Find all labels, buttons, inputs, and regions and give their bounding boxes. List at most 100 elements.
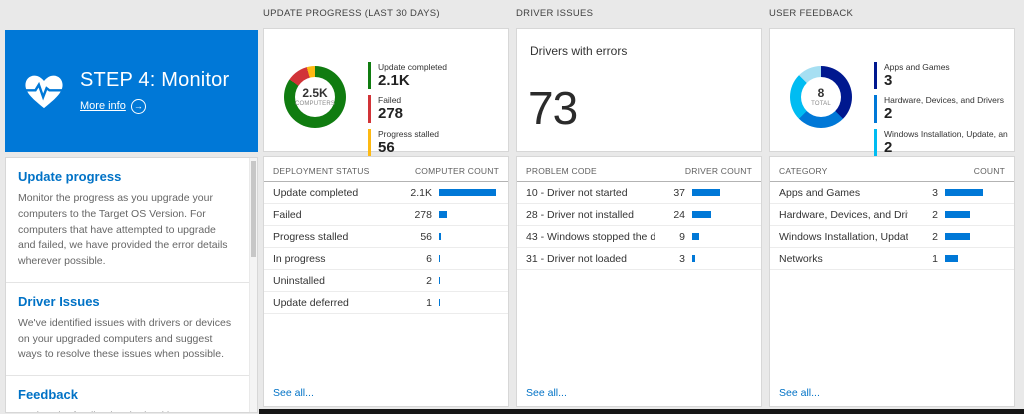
step-tile-text: STEP 4: Monitor More info → — [80, 69, 229, 114]
table-row[interactable]: Update deferred 1 — [264, 292, 508, 314]
section-body: We've identified issues with drivers or … — [18, 316, 232, 361]
table-body: Update completed 2.1K Failed 278 Progress st… — [264, 182, 508, 314]
row-label: In progress — [273, 252, 326, 265]
table-row[interactable]: Progress stalled 56 — [264, 226, 508, 248]
user-feedback-table-card: CATEGORY COUNT Apps and Games 3 Hardware, … — [769, 156, 1015, 407]
section-body: Monitor the progress as you upgrade your… — [18, 192, 228, 267]
user-feedback-donut[interactable]: 8 TOTAL — [790, 66, 852, 128]
drivers-with-errors-value[interactable]: 73 — [528, 82, 578, 134]
table-body: Apps and Games 3 Hardware, Devices, and Dr… — [770, 182, 1014, 270]
column-header-problem-code: PROBLEM CODE — [526, 166, 597, 176]
row-label: Update deferred — [273, 296, 349, 309]
see-all-link-user-feedback[interactable]: See all... — [779, 387, 820, 399]
row-bar-container — [439, 189, 499, 196]
description-sections: Update progress Monitor the progress as y… — [6, 158, 257, 412]
table-row[interactable]: 31 - Driver not loaded 3 — [517, 248, 761, 270]
legend-item-label: Hardware, Devices, and Drivers — [884, 95, 1004, 106]
row-bar — [945, 233, 970, 240]
legend-item[interactable]: Update completed 2.1K — [368, 62, 502, 90]
row-label: Update completed — [273, 186, 359, 199]
row-bar — [439, 277, 440, 284]
row-value: 1 — [932, 252, 938, 265]
section-heading: Feedback — [18, 387, 78, 402]
update-progress-donut[interactable]: 2.5K COMPUTERS — [284, 66, 346, 128]
scrollbar[interactable] — [249, 158, 257, 412]
row-label: 10 - Driver not started — [526, 186, 628, 199]
row-value: 24 — [673, 208, 685, 221]
table-row[interactable]: Failed 278 — [264, 204, 508, 226]
table-row[interactable]: 43 - Windows stopped the devi... 9 — [517, 226, 761, 248]
row-label: Windows Installation, Update,... — [779, 230, 908, 243]
description-section: Driver Issues We've identified issues wit… — [6, 281, 257, 375]
legend-item[interactable]: Windows Installation, Update, and... 2 — [874, 128, 1008, 156]
row-bar-container — [945, 189, 1005, 196]
row-value: 3 — [932, 186, 938, 199]
donut-center-value: 2.5K — [302, 86, 328, 100]
legend-item[interactable]: Hardware, Devices, and Drivers 2 — [874, 95, 1008, 123]
drivers-with-errors-label: Drivers with errors — [530, 44, 628, 58]
legend-item-value: 2 — [884, 105, 893, 123]
row-bar-container — [439, 299, 499, 306]
row-label: Apps and Games — [779, 186, 861, 199]
step-monitor-tile[interactable]: STEP 4: Monitor More info → — [5, 30, 258, 152]
table-row[interactable]: Hardware, Devices, and Drivers 2 — [770, 204, 1014, 226]
legend-item-value: 2 — [884, 138, 893, 156]
row-bar — [439, 255, 440, 262]
row-value: 2 — [932, 230, 938, 243]
row-bar — [692, 233, 699, 240]
row-value: 2 — [426, 274, 432, 287]
table-row[interactable]: 28 - Driver not installed 24 — [517, 204, 761, 226]
row-label: Progress stalled — [273, 230, 349, 243]
legend-item-value: 278 — [378, 105, 404, 123]
legend-item-value: 2.1K — [378, 72, 410, 89]
table-row[interactable]: Apps and Games 3 — [770, 182, 1014, 204]
row-label: 28 - Driver not installed — [526, 208, 634, 221]
row-bar — [945, 211, 970, 218]
table-header: DEPLOYMENT STATUS COMPUTER COUNT — [264, 157, 508, 182]
row-label: Failed — [273, 208, 302, 221]
driver-issues-tile-card: Drivers with errors 73 — [516, 28, 762, 152]
legend-item[interactable]: Apps and Games 3 — [874, 62, 1008, 90]
table-row[interactable]: 10 - Driver not started 37 — [517, 182, 761, 204]
legend-item[interactable]: Failed 278 — [368, 95, 502, 123]
legend-item-label: Failed — [378, 95, 402, 106]
description-section: Update progress Monitor the progress as y… — [6, 158, 257, 282]
legend-item[interactable]: Progress stalled 56 — [368, 128, 502, 156]
table-row[interactable]: Uninstalled 2 — [264, 270, 508, 292]
see-all-link-driver-issues[interactable]: See all... — [526, 387, 567, 399]
row-label: Hardware, Devices, and Drivers — [779, 208, 908, 221]
row-bar-container — [439, 277, 499, 284]
column-header-computer-count: COMPUTER COUNT — [414, 166, 499, 176]
user-feedback-chart-card: 8 TOTAL Apps and Games 3 Hardware, Devices… — [769, 28, 1015, 156]
user-feedback-column-header: USER FEEDBACK — [769, 8, 854, 19]
row-value: 37 — [673, 186, 685, 199]
table-row[interactable]: Update completed 2.1K — [264, 182, 508, 204]
see-all-link-update-progress[interactable]: See all... — [273, 387, 314, 399]
row-value: 1 — [426, 296, 432, 309]
row-bar-container — [945, 211, 1005, 218]
section-heading: Driver Issues — [18, 293, 100, 309]
scrollbar-thumb[interactable] — [251, 161, 256, 257]
table-header: CATEGORY COUNT — [770, 157, 1014, 182]
donut-center-label: TOTAL — [811, 101, 831, 107]
step-description-card: Update progress Monitor the progress as y… — [5, 157, 258, 413]
row-bar-container — [945, 255, 1005, 262]
table-row[interactable]: In progress 6 — [264, 248, 508, 270]
update-progress-chart-card: 2.5K COMPUTERS Update completed 2.1K Faile… — [263, 28, 509, 156]
user-feedback-legend: Apps and Games 3 Hardware, Devices, and Dr… — [874, 62, 1008, 162]
row-bar — [439, 211, 447, 218]
legend-item-label: Windows Installation, Update, and... — [884, 128, 1008, 139]
bottom-edge-strip — [259, 409, 1024, 414]
arrow-right-icon: → — [130, 98, 146, 114]
row-value: 3 — [679, 252, 685, 265]
table-row[interactable]: Networks 1 — [770, 248, 1014, 270]
more-info-link[interactable]: More info → — [80, 98, 229, 114]
row-bar-container — [439, 211, 499, 218]
more-info-label: More info — [80, 100, 126, 112]
row-bar-container — [692, 255, 752, 262]
heart-pulse-icon — [22, 75, 66, 109]
row-label: Uninstalled — [273, 274, 325, 287]
table-row[interactable]: Windows Installation, Update,... 2 — [770, 226, 1014, 248]
column-header-category: CATEGORY — [779, 166, 828, 176]
section-body: Review the feedback submitted by your em… — [18, 409, 235, 412]
